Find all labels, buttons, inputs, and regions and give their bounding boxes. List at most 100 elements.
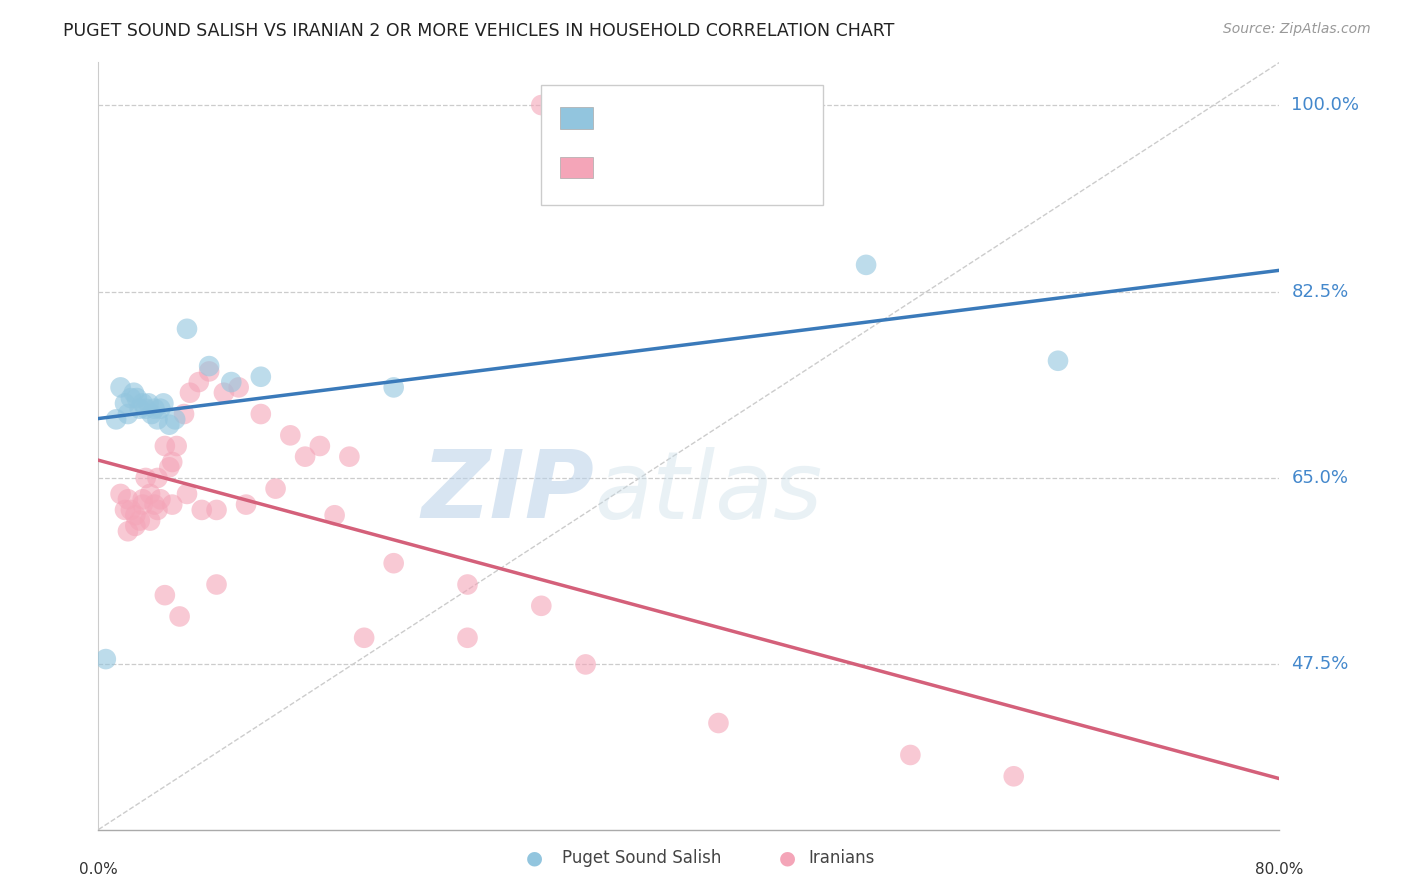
Point bbox=[135, 401, 157, 416]
Point bbox=[114, 396, 136, 410]
Point bbox=[198, 364, 221, 378]
Text: 52: 52 bbox=[754, 158, 780, 177]
Point bbox=[169, 609, 191, 624]
Point bbox=[1002, 769, 1025, 783]
Point bbox=[855, 258, 877, 272]
Text: 80.0%: 80.0% bbox=[1256, 862, 1303, 877]
Point bbox=[309, 439, 332, 453]
Point bbox=[157, 460, 180, 475]
Point bbox=[139, 514, 162, 528]
Point bbox=[165, 412, 187, 426]
Point bbox=[280, 428, 302, 442]
Point bbox=[110, 487, 132, 501]
Point bbox=[264, 482, 287, 496]
Point bbox=[900, 747, 922, 762]
Point bbox=[149, 492, 172, 507]
Point bbox=[135, 471, 157, 485]
Point bbox=[149, 401, 172, 416]
Point bbox=[143, 401, 166, 416]
Text: ZIP: ZIP bbox=[422, 446, 595, 538]
Point bbox=[120, 391, 142, 405]
Point bbox=[198, 359, 221, 373]
Point bbox=[173, 407, 195, 421]
Point bbox=[339, 450, 361, 464]
Point bbox=[530, 98, 553, 112]
Point bbox=[457, 631, 479, 645]
Point bbox=[105, 412, 128, 426]
Point bbox=[141, 407, 163, 421]
Point bbox=[187, 375, 209, 389]
Point bbox=[157, 417, 180, 432]
Point bbox=[138, 396, 160, 410]
Point bbox=[179, 385, 201, 400]
Point bbox=[382, 556, 405, 570]
Text: R =: R = bbox=[602, 158, 644, 177]
Point bbox=[176, 322, 198, 336]
Point bbox=[457, 577, 479, 591]
Point bbox=[221, 375, 243, 389]
Point bbox=[110, 380, 132, 394]
Point bbox=[124, 508, 146, 523]
Text: 65.0%: 65.0% bbox=[1291, 469, 1348, 487]
Point bbox=[146, 412, 169, 426]
Point bbox=[382, 380, 405, 394]
Text: 26: 26 bbox=[754, 109, 780, 128]
Point bbox=[94, 652, 117, 666]
Text: Iranians: Iranians bbox=[808, 849, 875, 867]
Point bbox=[139, 487, 162, 501]
Text: PUGET SOUND SALISH VS IRANIAN 2 OR MORE VEHICLES IN HOUSEHOLD CORRELATION CHART: PUGET SOUND SALISH VS IRANIAN 2 OR MORE … bbox=[63, 22, 894, 40]
Point bbox=[132, 498, 155, 512]
Point bbox=[353, 631, 375, 645]
Point bbox=[575, 657, 598, 672]
Point bbox=[117, 407, 139, 421]
Point bbox=[205, 577, 228, 591]
Point bbox=[132, 396, 155, 410]
Point bbox=[146, 471, 169, 485]
Point bbox=[128, 514, 150, 528]
Text: 0.284: 0.284 bbox=[641, 109, 703, 128]
Point bbox=[122, 385, 145, 400]
Point bbox=[250, 407, 273, 421]
Text: Source: ZipAtlas.com: Source: ZipAtlas.com bbox=[1223, 22, 1371, 37]
Text: 100.0%: 100.0% bbox=[1291, 96, 1360, 114]
Text: R =: R = bbox=[602, 109, 644, 128]
Point bbox=[114, 503, 136, 517]
Point bbox=[128, 401, 150, 416]
Point bbox=[153, 439, 176, 453]
Point bbox=[294, 450, 316, 464]
Point bbox=[250, 369, 273, 384]
Text: ●: ● bbox=[779, 848, 796, 867]
Point bbox=[152, 396, 174, 410]
Point bbox=[191, 503, 214, 517]
Point bbox=[235, 498, 257, 512]
Point bbox=[124, 519, 146, 533]
Point bbox=[323, 508, 346, 523]
Text: N =: N = bbox=[703, 158, 759, 177]
Point bbox=[153, 588, 176, 602]
Point bbox=[228, 380, 250, 394]
Point bbox=[205, 503, 228, 517]
Point bbox=[117, 524, 139, 539]
Point bbox=[117, 492, 139, 507]
Text: 0.416: 0.416 bbox=[641, 158, 703, 177]
Point bbox=[120, 503, 142, 517]
Text: 47.5%: 47.5% bbox=[1291, 656, 1348, 673]
Point bbox=[125, 391, 148, 405]
Point bbox=[176, 487, 198, 501]
Point bbox=[166, 439, 188, 453]
Point bbox=[162, 455, 183, 469]
Text: ●: ● bbox=[526, 848, 543, 867]
Point bbox=[530, 599, 553, 613]
Point bbox=[707, 716, 730, 731]
Point bbox=[143, 498, 166, 512]
Point bbox=[1047, 353, 1070, 368]
Text: 0.0%: 0.0% bbox=[79, 862, 118, 877]
Text: atlas: atlas bbox=[595, 447, 823, 538]
Point bbox=[162, 498, 183, 512]
Point bbox=[212, 385, 235, 400]
Text: N =: N = bbox=[703, 109, 759, 128]
Point bbox=[146, 503, 169, 517]
Point bbox=[132, 492, 155, 507]
Text: Puget Sound Salish: Puget Sound Salish bbox=[562, 849, 721, 867]
Text: 82.5%: 82.5% bbox=[1291, 283, 1348, 301]
